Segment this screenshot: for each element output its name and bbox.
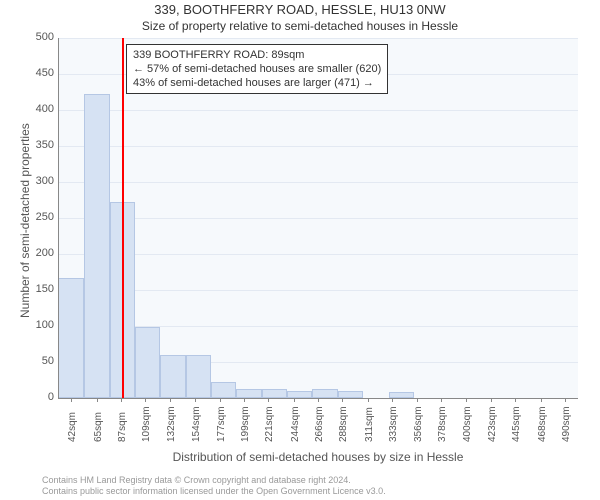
x-tick-label: 87sqm: [117, 412, 128, 442]
info-box-line: 43% of semi-detached houses are larger (…: [133, 76, 381, 90]
y-axis-line: [58, 38, 59, 398]
x-tick-label: 468sqm: [537, 406, 548, 442]
footer-attribution-2: Contains public sector information licen…: [42, 486, 386, 496]
x-tick-label: 311sqm: [364, 407, 375, 442]
x-axis-line: [58, 398, 578, 399]
x-tick-label: 199sqm: [240, 406, 251, 442]
y-gridline: [58, 146, 578, 147]
y-tick-label: 300: [24, 175, 54, 187]
info-box-line: ← 57% of semi-detached houses are smalle…: [133, 62, 381, 76]
y-tick-label: 100: [24, 319, 54, 331]
histogram-bar: [211, 382, 236, 398]
x-tick-label: 154sqm: [191, 406, 202, 442]
histogram-bar: [287, 391, 312, 398]
y-gridline: [58, 290, 578, 291]
y-gridline: [58, 254, 578, 255]
x-tick-label: 177sqm: [216, 406, 227, 442]
y-gridline: [58, 182, 578, 183]
y-tick-label: 350: [24, 139, 54, 151]
x-tick-label: 266sqm: [314, 406, 325, 442]
x-tick-label: 65sqm: [93, 412, 104, 442]
chart-title: 339, BOOTHFERRY ROAD, HESSLE, HU13 0NW: [0, 2, 600, 17]
footer-attribution-1: Contains HM Land Registry data © Crown c…: [42, 475, 351, 485]
histogram-bar: [135, 327, 160, 398]
property-marker-line: [122, 38, 124, 398]
x-tick-label: 400sqm: [462, 406, 473, 442]
histogram-bar: [58, 278, 84, 398]
histogram-bar: [160, 355, 185, 398]
x-tick-label: 356sqm: [413, 406, 424, 442]
histogram-bar: [312, 389, 337, 398]
x-tick-label: 221sqm: [264, 406, 275, 442]
y-tick-label: 450: [24, 67, 54, 79]
x-tick-label: 132sqm: [166, 406, 177, 442]
y-tick-label: 50: [24, 355, 54, 367]
y-gridline: [58, 38, 578, 39]
histogram-bar: [338, 391, 363, 398]
x-tick-label: 333sqm: [388, 406, 399, 442]
histogram-bar: [84, 94, 109, 398]
x-tick-label: 490sqm: [561, 406, 572, 442]
y-tick-label: 400: [24, 103, 54, 115]
y-tick-label: 150: [24, 283, 54, 295]
info-box-line: 339 BOOTHFERRY ROAD: 89sqm: [133, 48, 381, 62]
y-gridline: [58, 218, 578, 219]
histogram-bar: [186, 355, 211, 398]
y-tick-label: 0: [24, 391, 54, 403]
histogram-bar: [262, 389, 287, 398]
x-tick-label: 244sqm: [290, 406, 301, 442]
x-tick-label: 423sqm: [487, 406, 498, 442]
x-tick-label: 42sqm: [67, 412, 78, 442]
x-tick-label: 378sqm: [437, 406, 448, 442]
x-axis-label: Distribution of semi-detached houses by …: [58, 450, 578, 464]
y-tick-label: 200: [24, 247, 54, 259]
histogram-bar: [236, 389, 261, 398]
property-info-box: 339 BOOTHFERRY ROAD: 89sqm← 57% of semi-…: [126, 44, 388, 94]
y-tick-label: 500: [24, 31, 54, 43]
x-tick-label: 445sqm: [511, 406, 522, 442]
x-tick-label: 288sqm: [338, 406, 349, 442]
y-gridline: [58, 110, 578, 111]
y-tick-label: 250: [24, 211, 54, 223]
chart-subtitle: Size of property relative to semi-detach…: [0, 19, 600, 33]
x-tick-label: 109sqm: [141, 406, 152, 442]
